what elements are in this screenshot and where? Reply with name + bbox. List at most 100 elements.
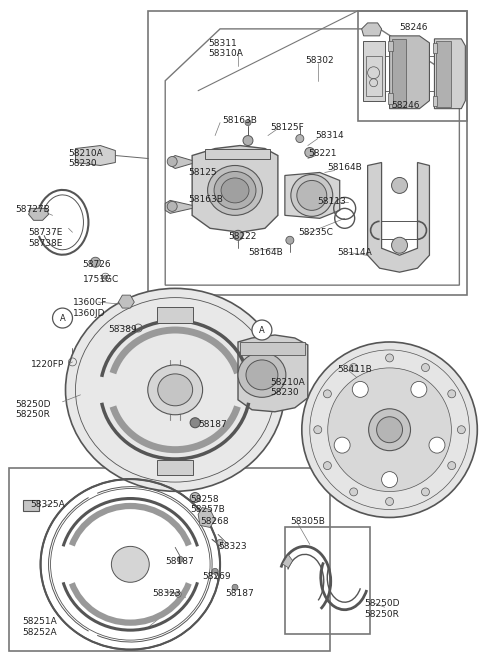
Text: A: A bbox=[60, 314, 65, 322]
Circle shape bbox=[305, 148, 315, 157]
Bar bbox=[9, 468, 330, 651]
Polygon shape bbox=[433, 43, 437, 53]
Ellipse shape bbox=[148, 365, 203, 415]
Text: 58250D
58250R: 58250D 58250R bbox=[16, 400, 51, 419]
Text: 58164B: 58164B bbox=[328, 163, 362, 173]
Circle shape bbox=[167, 157, 177, 167]
Circle shape bbox=[175, 591, 181, 597]
Circle shape bbox=[90, 257, 100, 267]
Circle shape bbox=[232, 584, 238, 590]
Circle shape bbox=[385, 354, 394, 362]
Text: 58268: 58268 bbox=[200, 517, 229, 527]
Text: 58323: 58323 bbox=[218, 543, 247, 551]
Polygon shape bbox=[361, 23, 382, 36]
Polygon shape bbox=[75, 146, 115, 165]
Circle shape bbox=[243, 136, 253, 146]
Polygon shape bbox=[238, 335, 308, 412]
Circle shape bbox=[190, 492, 200, 502]
Text: 1220FP: 1220FP bbox=[31, 360, 64, 369]
Text: 58411B: 58411B bbox=[338, 365, 372, 374]
Polygon shape bbox=[23, 500, 38, 512]
Circle shape bbox=[324, 390, 331, 398]
Ellipse shape bbox=[377, 417, 403, 443]
Bar bbox=[366, 56, 382, 96]
Text: 58125F: 58125F bbox=[270, 122, 304, 132]
Polygon shape bbox=[363, 41, 384, 100]
Circle shape bbox=[385, 498, 394, 506]
Ellipse shape bbox=[291, 175, 333, 216]
Text: 58114A: 58114A bbox=[338, 248, 372, 258]
Text: 58187: 58187 bbox=[198, 419, 227, 429]
Circle shape bbox=[52, 308, 72, 328]
Ellipse shape bbox=[214, 171, 256, 209]
Polygon shape bbox=[387, 41, 393, 51]
Text: 58305B: 58305B bbox=[290, 517, 325, 527]
Circle shape bbox=[382, 472, 397, 488]
Circle shape bbox=[352, 381, 368, 397]
Circle shape bbox=[286, 236, 294, 244]
Circle shape bbox=[350, 363, 358, 371]
Circle shape bbox=[350, 488, 358, 496]
Text: 58311
58310A: 58311 58310A bbox=[208, 39, 243, 58]
Ellipse shape bbox=[238, 353, 286, 397]
Text: 58389: 58389 bbox=[108, 325, 137, 334]
Bar bbox=[358, 11, 468, 120]
Text: 58323: 58323 bbox=[152, 589, 181, 598]
Polygon shape bbox=[205, 149, 270, 159]
Polygon shape bbox=[285, 173, 340, 218]
Text: 58314: 58314 bbox=[315, 130, 343, 140]
Polygon shape bbox=[157, 307, 193, 323]
Text: 58302: 58302 bbox=[305, 56, 334, 65]
Text: 58163B: 58163B bbox=[188, 195, 223, 205]
Ellipse shape bbox=[297, 181, 327, 210]
Text: 58269: 58269 bbox=[202, 572, 231, 581]
Text: 58221: 58221 bbox=[308, 149, 336, 157]
Text: 58250D
58250R: 58250D 58250R bbox=[365, 599, 400, 619]
Text: 58164B: 58164B bbox=[248, 248, 283, 258]
Polygon shape bbox=[29, 208, 48, 220]
Circle shape bbox=[252, 320, 272, 340]
Polygon shape bbox=[433, 96, 437, 106]
Polygon shape bbox=[157, 460, 193, 474]
Circle shape bbox=[392, 237, 408, 254]
Text: 58222: 58222 bbox=[228, 232, 256, 242]
Text: 1751GC: 1751GC bbox=[83, 275, 119, 284]
Polygon shape bbox=[119, 295, 134, 308]
Circle shape bbox=[296, 134, 304, 142]
Ellipse shape bbox=[246, 360, 278, 390]
Polygon shape bbox=[436, 41, 451, 106]
Polygon shape bbox=[170, 155, 192, 169]
Text: 58187: 58187 bbox=[165, 557, 194, 567]
Circle shape bbox=[314, 425, 322, 434]
Bar bbox=[148, 11, 468, 295]
Circle shape bbox=[448, 390, 456, 398]
Text: 58251A
58252A: 58251A 58252A bbox=[23, 617, 58, 637]
Circle shape bbox=[411, 381, 427, 397]
Polygon shape bbox=[387, 93, 393, 104]
Text: 58246: 58246 bbox=[399, 23, 428, 32]
Bar bbox=[285, 527, 370, 634]
Text: 58163B: 58163B bbox=[222, 116, 257, 124]
Text: 58726: 58726 bbox=[83, 260, 111, 269]
Text: 58246: 58246 bbox=[392, 100, 420, 110]
Circle shape bbox=[334, 437, 350, 453]
Text: 58325A: 58325A bbox=[31, 500, 65, 508]
Text: 58210A
58230: 58210A 58230 bbox=[69, 149, 103, 168]
Text: 58737E
58738E: 58737E 58738E bbox=[29, 228, 63, 248]
Polygon shape bbox=[240, 342, 305, 355]
Circle shape bbox=[448, 462, 456, 470]
Text: 58125: 58125 bbox=[188, 169, 217, 177]
Ellipse shape bbox=[302, 342, 477, 517]
Ellipse shape bbox=[207, 165, 263, 215]
Circle shape bbox=[217, 539, 223, 545]
Circle shape bbox=[167, 201, 177, 211]
Polygon shape bbox=[282, 555, 293, 568]
Text: 58113: 58113 bbox=[318, 197, 347, 207]
Circle shape bbox=[103, 275, 108, 279]
Text: 58258
58257B: 58258 58257B bbox=[190, 494, 225, 514]
Polygon shape bbox=[390, 36, 430, 108]
Ellipse shape bbox=[221, 178, 249, 203]
Polygon shape bbox=[192, 146, 278, 232]
Text: 58210A
58230: 58210A 58230 bbox=[270, 378, 305, 397]
Text: A: A bbox=[259, 326, 265, 334]
